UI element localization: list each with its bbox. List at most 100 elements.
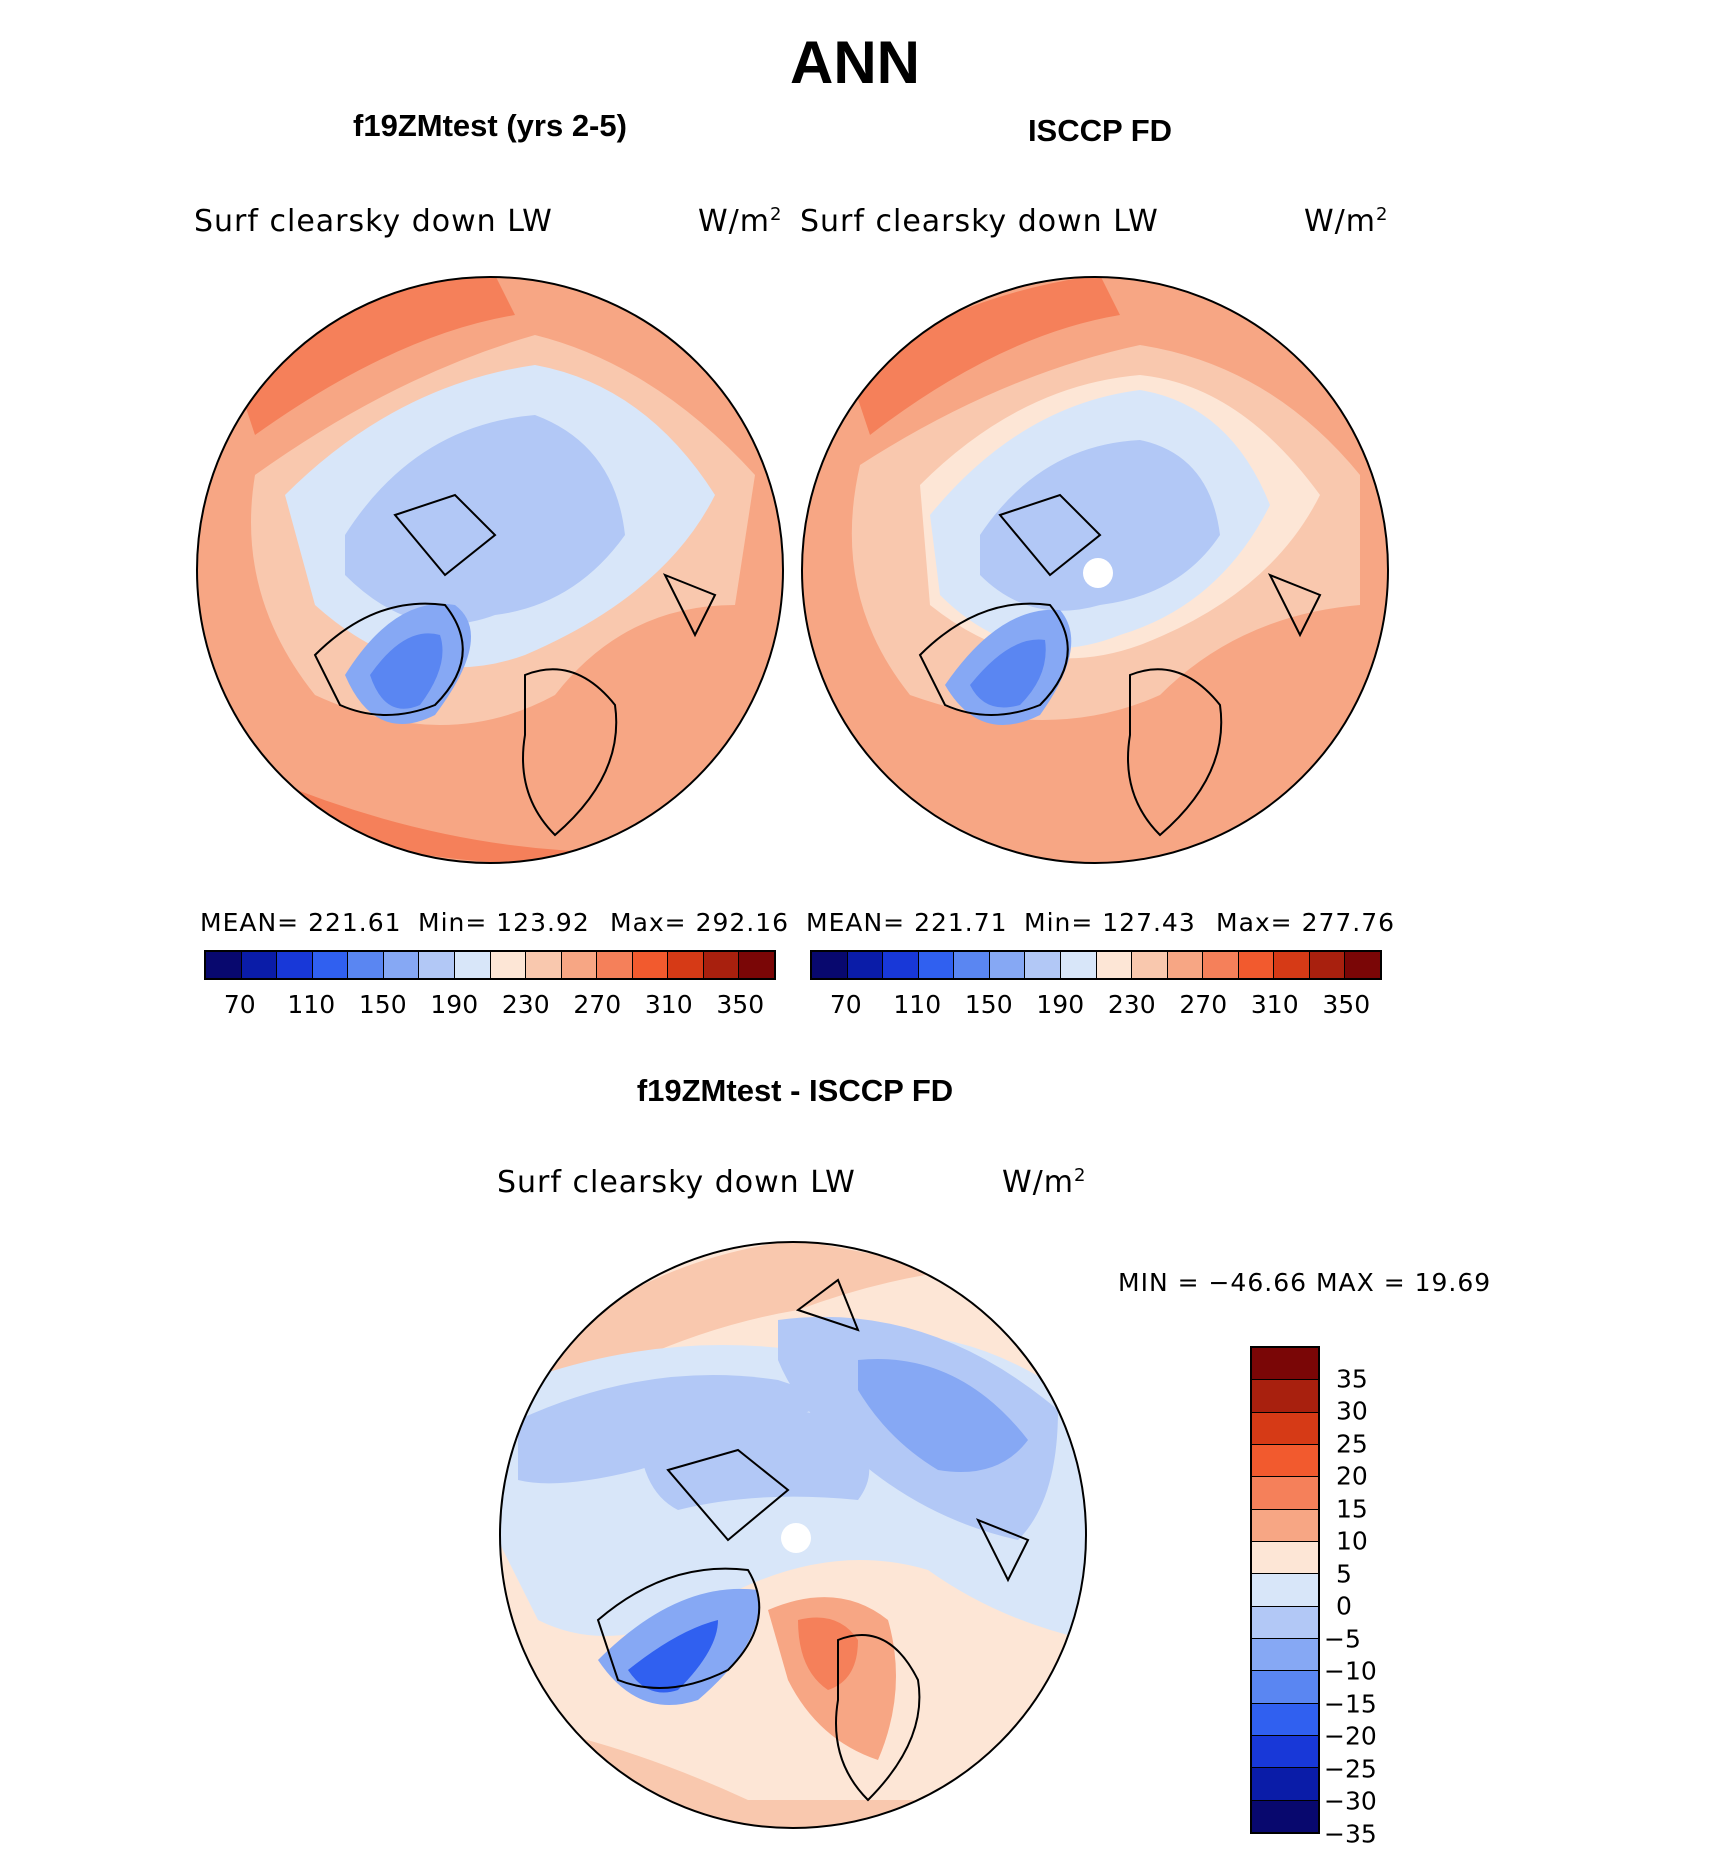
colorbar-tick-label: 270 xyxy=(573,990,622,1019)
colorbar-tick-label: 110 xyxy=(893,990,942,1019)
colorbar-swatch xyxy=(1274,952,1310,978)
panel-1-max: Max= 292.16 xyxy=(610,908,790,937)
colorbar-swatch xyxy=(1252,1671,1318,1704)
colorbar-tick-label: −20 xyxy=(1324,1721,1377,1751)
panel-1-colorbar xyxy=(204,950,776,980)
colorbar-swatch xyxy=(348,952,384,978)
colorbar-swatch xyxy=(1252,1768,1318,1801)
colorbar-swatch xyxy=(847,952,884,978)
panel-2-max: Max= 277.76 xyxy=(1216,908,1396,937)
colorbar-swatch xyxy=(1252,1703,1318,1736)
colorbar-tick-label: 20 xyxy=(1336,1461,1368,1491)
panel-1-colorbar-ticks: 70 110 150 190 230 270 310 350 xyxy=(204,990,776,1020)
colorbar-swatch xyxy=(1252,1574,1318,1607)
panel-2-min: Min= 127.43 xyxy=(1024,908,1196,937)
colorbar-tick-label: −10 xyxy=(1324,1656,1377,1686)
colorbar-swatch xyxy=(597,952,633,978)
colorbar-tick-label: 350 xyxy=(716,990,765,1019)
panel-3-colorbar-ticks: 35 30 25 20 15 10 5 0 −5 −10 −15 −20 −25 −30 −35 xyxy=(1324,1346,1436,1848)
colorbar-swatch xyxy=(206,952,242,978)
colorbar-swatch xyxy=(1252,1348,1318,1381)
colorbar-swatch xyxy=(1252,1509,1318,1542)
colorbar-tick-label: 350 xyxy=(1322,990,1371,1019)
colorbar-tick-label: 230 xyxy=(501,990,550,1019)
colorbar-tick-label: 110 xyxy=(287,990,336,1019)
colorbar-swatch xyxy=(312,952,349,978)
colorbar-tick-label: −15 xyxy=(1324,1689,1377,1719)
colorbar-tick-label: 5 xyxy=(1336,1559,1352,1589)
colorbar-swatch xyxy=(954,952,990,978)
colorbar-tick-label: −30 xyxy=(1324,1786,1377,1816)
colorbar-tick-label: 150 xyxy=(964,990,1013,1019)
panel-3-variable-label: Surf clearsky down LW xyxy=(497,1165,856,1200)
colorbar-tick-label: 70 xyxy=(829,990,862,1019)
colorbar-swatch xyxy=(989,952,1026,978)
panel-2-units: W/m2 xyxy=(1304,204,1389,239)
colorbar-swatch xyxy=(1096,952,1133,978)
colorbar-tick-label: 35 xyxy=(1336,1364,1368,1394)
panel-1-mean: MEAN= 221.61 xyxy=(200,908,402,937)
colorbar-swatch xyxy=(1252,1380,1318,1413)
panel-2-colorbar xyxy=(810,950,1382,980)
colorbar-tick-label: −25 xyxy=(1324,1754,1377,1784)
colorbar-tick-label: 10 xyxy=(1336,1526,1368,1556)
panel-3-polar-map xyxy=(499,1241,1087,1829)
colorbar-tick-label: 310 xyxy=(1250,990,1299,1019)
colorbar-tick-label: −5 xyxy=(1324,1624,1361,1654)
colorbar-swatch xyxy=(526,952,562,978)
panel-1-variable-label: Surf clearsky down LW xyxy=(194,204,553,239)
colorbar-swatch xyxy=(241,952,278,978)
colorbar-tick-label: 25 xyxy=(1336,1429,1368,1459)
panel-1-units: W/m2 xyxy=(698,204,783,239)
panel-3-colorbar xyxy=(1250,1346,1320,1834)
colorbar-tick-label: 70 xyxy=(223,990,256,1019)
panel-1-title: f19ZMtest (yrs 2-5) xyxy=(353,108,627,143)
colorbar-swatch xyxy=(1345,952,1380,978)
colorbar-swatch xyxy=(1203,952,1239,978)
panel-2-mean: MEAN= 221.71 xyxy=(806,908,1008,937)
panel-1-min: Min= 123.92 xyxy=(418,908,590,937)
colorbar-swatch xyxy=(1252,1477,1318,1510)
colorbar-tick-label: 190 xyxy=(430,990,479,1019)
colorbar-swatch xyxy=(561,952,598,978)
colorbar-swatch xyxy=(1025,952,1061,978)
colorbar-swatch xyxy=(918,952,955,978)
colorbar-swatch xyxy=(883,952,919,978)
colorbar-swatch xyxy=(1252,1412,1318,1445)
colorbar-tick-label: 30 xyxy=(1336,1396,1368,1426)
colorbar-tick-label: 0 xyxy=(1336,1591,1352,1621)
colorbar-tick-label: 270 xyxy=(1179,990,1228,1019)
panel-2-colorbar-ticks: 70 110 150 190 230 270 310 350 xyxy=(810,990,1382,1020)
panel-3-title: f19ZMtest - ISCCP FD xyxy=(636,1073,954,1108)
colorbar-swatch xyxy=(1252,1800,1318,1832)
colorbar-swatch xyxy=(277,952,313,978)
colorbar-swatch xyxy=(454,952,491,978)
colorbar-tick-label: 230 xyxy=(1107,990,1156,1019)
colorbar-swatch xyxy=(1252,1606,1318,1639)
figure-title: ANN xyxy=(790,29,920,96)
panel-1-polar-map xyxy=(196,276,784,864)
panel-3-units: W/m2 xyxy=(1002,1165,1087,1200)
panel-2-variable-label: Surf clearsky down LW xyxy=(800,204,1159,239)
colorbar-tick-label: 190 xyxy=(1036,990,1085,1019)
panel-3-minmax: MIN = −46.66 MAX = 19.69 xyxy=(1118,1268,1492,1297)
colorbar-tick-label: 15 xyxy=(1336,1494,1368,1524)
colorbar-swatch xyxy=(703,952,740,978)
colorbar-swatch xyxy=(1252,1735,1318,1769)
colorbar-swatch xyxy=(490,952,527,978)
colorbar-swatch xyxy=(1132,952,1168,978)
colorbar-swatch xyxy=(419,952,455,978)
colorbar-tick-label: 310 xyxy=(644,990,693,1019)
colorbar-swatch xyxy=(812,952,848,978)
colorbar-tick-label: −35 xyxy=(1324,1819,1377,1849)
colorbar-swatch xyxy=(383,952,420,978)
colorbar-swatch xyxy=(1252,1444,1318,1478)
colorbar-tick-label: 150 xyxy=(358,990,407,1019)
colorbar-swatch xyxy=(1167,952,1204,978)
colorbar-swatch xyxy=(1309,952,1346,978)
colorbar-swatch xyxy=(739,952,774,978)
colorbar-swatch xyxy=(1252,1638,1318,1672)
colorbar-swatch xyxy=(1060,952,1097,978)
colorbar-swatch xyxy=(632,952,669,978)
colorbar-swatch xyxy=(1238,952,1275,978)
